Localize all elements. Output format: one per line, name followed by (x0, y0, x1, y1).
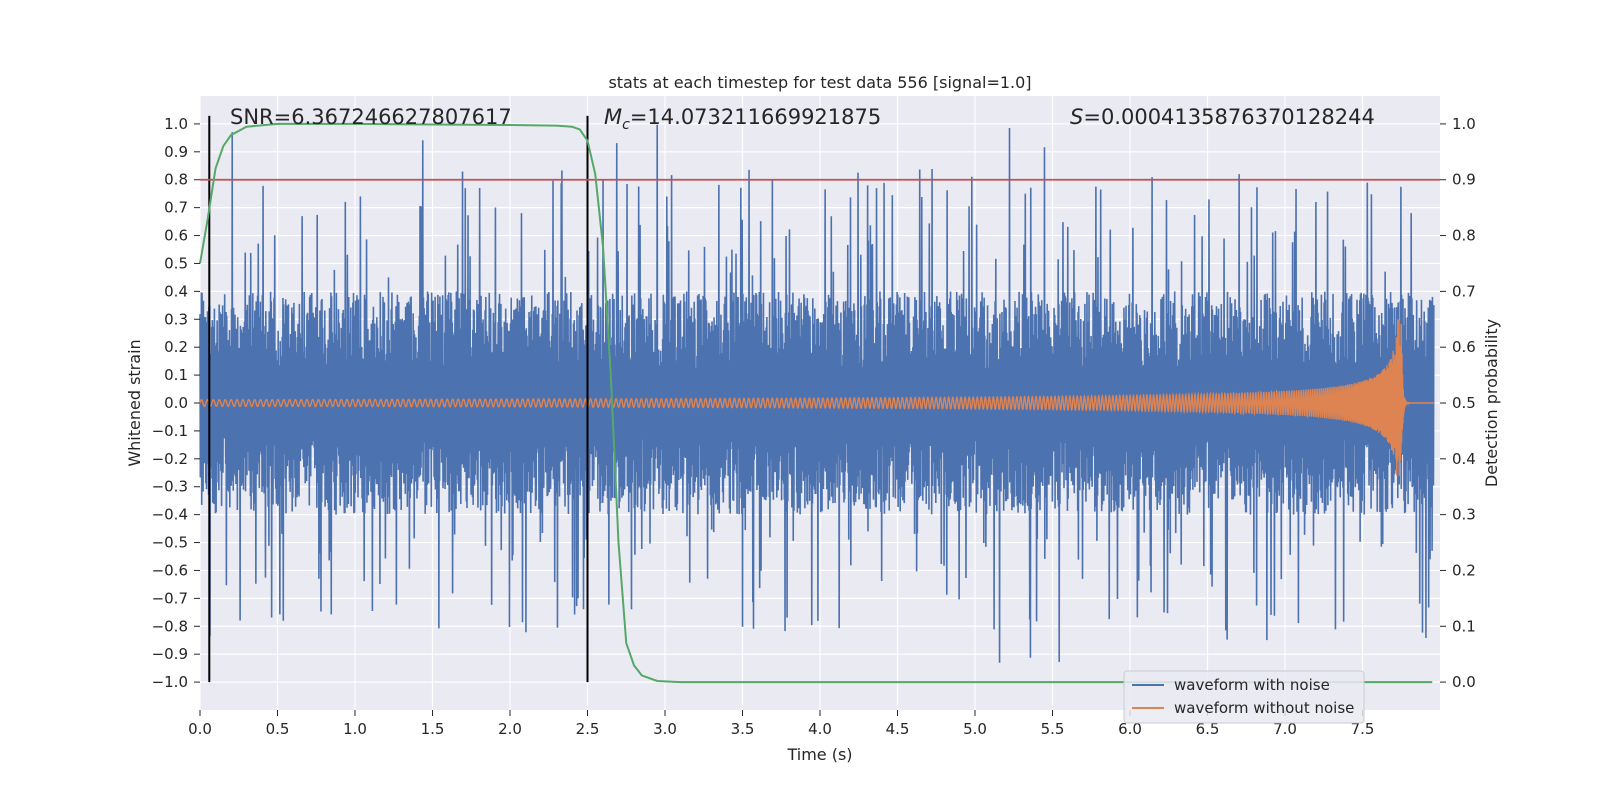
series-waveform-without-noise (199, 319, 1434, 476)
y-right-tick-label: 0.3 (1452, 506, 1476, 524)
annotation-s: S=0.0004135876370128244 (1070, 105, 1375, 129)
y-right-tick-label: 0.9 (1452, 171, 1476, 189)
x-tick-label: 1.5 (421, 720, 445, 738)
x-axis-label: Time (s) (786, 745, 852, 764)
y-right-tick-label: 0.2 (1452, 561, 1476, 579)
y-tick-label: −0.1 (152, 422, 188, 440)
y-right-tick-label: 0.7 (1452, 282, 1476, 300)
y-tick-label: 0.0 (164, 394, 188, 412)
x-tick-label: 5.0 (963, 720, 987, 738)
noise-waveform-path (199, 124, 1435, 663)
x-tick-label: 6.0 (1118, 720, 1142, 738)
tick-labels: 0.0 0.5 1.0 1.5 2.0 2.5 3.0 3.5 4.0 4.5 5.0 5.5 6.0 6… (152, 115, 1476, 738)
y-tick-label: 0.9 (164, 143, 188, 161)
y-tick-label: −1.0 (152, 673, 188, 691)
x-tick-label: 2.0 (498, 720, 522, 738)
y-right-tick-label: 0.1 (1452, 617, 1476, 635)
x-tick-label: 0.0 (188, 720, 212, 738)
chart-title: stats at each timestep for test data 556… (608, 73, 1031, 92)
y-right-tick-label: 1.0 (1452, 115, 1476, 133)
y-axis-right-label: Detection probability (1482, 319, 1501, 487)
y-right-tick-label: 0.5 (1452, 394, 1476, 412)
y-tick-label: −0.5 (152, 534, 188, 552)
x-tick-label: 7.0 (1273, 720, 1297, 738)
y-tick-label: 0.8 (164, 171, 188, 189)
y-tick-label: 0.5 (164, 254, 188, 272)
legend: waveform with noise waveform without noi… (1123, 670, 1365, 724)
series-waveform-with-noise (199, 124, 1435, 663)
legend-label-noise: waveform with noise (1174, 676, 1330, 694)
x-tick-label: 6.5 (1196, 720, 1220, 738)
x-tick-label: 0.5 (266, 720, 290, 738)
y-tick-label: 0.4 (164, 282, 188, 300)
y-tick-label: 0.7 (164, 199, 188, 217)
clean-waveform-path (199, 319, 1434, 476)
x-tick-label: 3.5 (731, 720, 755, 738)
x-tick-label: 1.0 (343, 720, 367, 738)
y-tick-label: −0.3 (152, 478, 188, 496)
y-tick-label: 0.2 (164, 338, 188, 356)
y-right-tick-label: 0.0 (1452, 673, 1476, 691)
annotation-chirp-mass: Mc=14.073211669921875 (604, 105, 881, 133)
y-axis-label: Whitened strain (125, 339, 144, 466)
y-tick-label: −0.7 (152, 589, 188, 607)
annotation-snr: SNR=6.367246627807617 (230, 105, 512, 129)
detection-probability-path (199, 122, 1433, 684)
y-right-tick-label: 0.6 (1452, 338, 1476, 356)
y-tick-label: −0.6 (152, 561, 188, 579)
y-tick-label: −0.2 (152, 450, 188, 468)
x-tick-label: 2.5 (576, 720, 600, 738)
y-tick-label: 0.3 (164, 310, 188, 328)
y-tick-label: −0.9 (152, 645, 188, 663)
legend-label-clean: waveform without noise (1174, 699, 1354, 717)
y-tick-label: −0.4 (152, 506, 188, 524)
y-right-tick-label: 0.8 (1452, 227, 1476, 245)
y-tick-label: 0.6 (164, 227, 188, 245)
y-tick-label: 0.1 (164, 366, 188, 384)
y-tick-label: −0.8 (152, 617, 188, 635)
x-tick-label: 4.5 (886, 720, 910, 738)
x-tick-label: 4.0 (808, 720, 832, 738)
x-tick-label: 7.5 (1351, 720, 1375, 738)
y-tick-label: 1.0 (164, 115, 188, 133)
x-tick-label: 5.5 (1041, 720, 1065, 738)
x-tick-label: 3.0 (653, 720, 677, 738)
legend-box (1123, 670, 1365, 724)
y-right-tick-label: 0.4 (1452, 450, 1476, 468)
series-detection-probability (199, 122, 1433, 684)
